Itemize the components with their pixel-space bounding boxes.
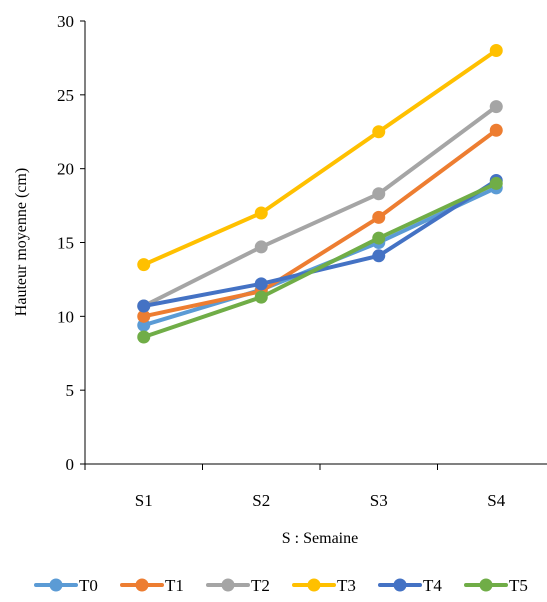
legend-item-t2: T2: [206, 576, 270, 595]
legend-label: T0: [79, 576, 98, 595]
y-tick-label: 15: [57, 234, 74, 253]
y-tick-label: 30: [57, 12, 74, 31]
legend: T0 T1 T2 T3 T4 T5: [34, 576, 528, 595]
y-tick-label: 5: [66, 381, 75, 400]
series-line: [141, 104, 499, 308]
x-tick-label: S1: [135, 491, 153, 510]
y-axis-title: Hauteur moyenne (cm): [13, 168, 30, 316]
data-point: [254, 206, 268, 220]
y-tick-label: 25: [57, 86, 74, 105]
data-point: [254, 240, 268, 254]
data-point: [254, 277, 268, 291]
data-point: [137, 299, 151, 313]
legend-item-t3: T3: [292, 576, 356, 595]
legend-marker: [479, 578, 493, 592]
x-tick-label: S3: [370, 491, 388, 510]
data-point: [254, 290, 268, 304]
legend-marker: [393, 578, 407, 592]
y-tick-label: 10: [57, 307, 74, 326]
data-point: [372, 249, 386, 263]
series-t1: [137, 123, 503, 323]
data-point: [137, 258, 151, 272]
series-t5: [137, 176, 503, 344]
data-point: [372, 125, 386, 139]
series-line: [141, 181, 499, 340]
data-point: [137, 330, 151, 344]
legend-label: T3: [337, 576, 356, 595]
data-point: [489, 44, 503, 58]
series-line: [141, 128, 499, 319]
legend-label: T1: [165, 576, 184, 595]
legend-item-t0: T0: [34, 576, 98, 595]
x-tick-label: S4: [487, 491, 505, 510]
y-tick-label: 0: [66, 455, 75, 474]
chart-series: [137, 44, 503, 344]
legend-label: T2: [251, 576, 270, 595]
data-point: [372, 210, 386, 224]
x-axis-title: S : Semaine: [282, 530, 358, 547]
legend-marker: [49, 578, 63, 592]
data-point: [489, 176, 503, 190]
legend-marker: [135, 578, 149, 592]
legend-label: T4: [423, 576, 442, 595]
data-point: [137, 309, 151, 323]
legend-marker: [221, 578, 235, 592]
data-point: [372, 187, 386, 201]
legend-marker: [307, 578, 321, 592]
y-tick-label: 20: [57, 160, 74, 179]
series-line: [141, 48, 499, 267]
legend-item-t5: T5: [464, 576, 528, 595]
series-t3: [137, 44, 503, 272]
data-point: [489, 123, 503, 137]
data-point: [489, 100, 503, 114]
legend-item-t1: T1: [120, 576, 184, 595]
legend-label: T5: [509, 576, 528, 595]
data-point: [372, 231, 386, 245]
x-tick-label: S2: [252, 491, 270, 510]
chart-axes: 0 5 10 15 20 25 30 S1 S2 S3 S4: [57, 12, 547, 510]
legend-item-t4: T4: [378, 576, 442, 595]
